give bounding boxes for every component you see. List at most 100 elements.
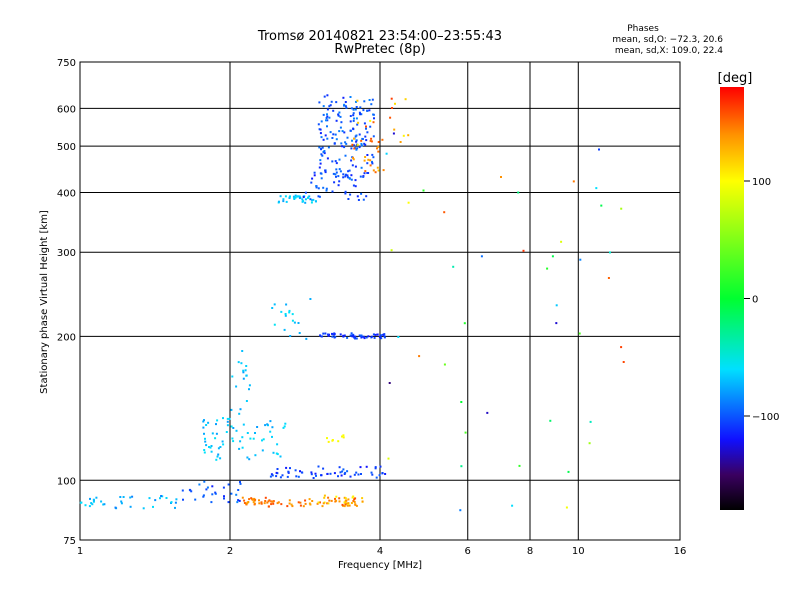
data-point [276, 502, 279, 505]
data-point [349, 129, 352, 132]
data-point [260, 502, 263, 505]
data-point [317, 123, 320, 126]
data-point [351, 164, 354, 167]
data-point [288, 502, 291, 505]
data-point [282, 198, 285, 201]
data-point [320, 335, 323, 338]
data-point [318, 195, 321, 198]
data-point [298, 332, 301, 334]
data-point [216, 419, 219, 422]
data-point [328, 116, 331, 119]
data-point [271, 426, 274, 429]
data-point [269, 475, 272, 478]
data-point [322, 105, 325, 108]
data-point [214, 491, 217, 494]
data-point [248, 384, 251, 387]
data-point [372, 121, 375, 124]
data-point [368, 109, 371, 112]
data-point [372, 333, 375, 336]
data-point [346, 470, 349, 473]
data-point [350, 332, 353, 335]
data-point [331, 160, 334, 163]
data-point [380, 337, 383, 340]
data-point [305, 337, 308, 340]
data-point [316, 502, 319, 505]
data-point [345, 142, 348, 145]
data-point [355, 140, 358, 143]
data-point [347, 498, 350, 501]
data-point [275, 475, 278, 478]
data-point [363, 159, 366, 162]
data-point [288, 311, 291, 314]
data-point [518, 464, 521, 467]
colorbar-tick-label: −100 [752, 412, 779, 423]
data-point [307, 196, 310, 199]
chart-title: Tromsø 20140821 23:54:00–23:55:43 [257, 29, 502, 44]
data-point [370, 137, 373, 140]
data-point [346, 174, 349, 177]
data-point [352, 114, 355, 117]
data-point [346, 136, 349, 139]
data-point [219, 446, 222, 448]
data-point [317, 501, 320, 504]
data-point [360, 473, 362, 475]
data-point [326, 437, 328, 440]
data-point [360, 334, 363, 337]
data-point [357, 473, 360, 476]
data-point [202, 494, 205, 497]
data-point [245, 374, 248, 377]
data-point [95, 496, 98, 499]
data-point [355, 139, 358, 142]
data-point [331, 335, 334, 338]
data-point [215, 423, 217, 426]
data-point [258, 499, 260, 502]
data-point [354, 165, 357, 168]
data-point [371, 98, 374, 101]
data-point [333, 333, 336, 335]
data-point [402, 134, 405, 137]
data-point [329, 104, 332, 107]
data-point [371, 153, 374, 156]
data-point [600, 204, 603, 207]
data-point [222, 486, 225, 489]
data-point [353, 473, 356, 476]
data-point [381, 138, 384, 141]
data-point [291, 505, 294, 508]
data-point [243, 499, 246, 502]
data-point [131, 495, 134, 498]
colorbar-ticks: 100 0 −100 [744, 177, 779, 423]
data-point [319, 132, 322, 135]
data-point [285, 303, 288, 306]
data-point [607, 277, 610, 279]
data-point [264, 496, 267, 499]
data-point [248, 458, 251, 461]
data-point [348, 504, 351, 507]
data-point [343, 473, 346, 475]
data-point [269, 430, 272, 433]
data-point [354, 185, 357, 188]
data-point [170, 501, 173, 504]
data-point [230, 425, 233, 428]
data-point [240, 362, 243, 365]
data-point [246, 456, 249, 459]
data-point [304, 198, 307, 201]
data-point [353, 117, 355, 120]
data-point [311, 177, 314, 180]
data-point [560, 240, 563, 243]
data-point [356, 99, 359, 102]
data-point [299, 504, 302, 507]
data-point [319, 162, 322, 165]
data-point [356, 195, 359, 198]
data-point [355, 148, 358, 151]
data-point [297, 475, 300, 478]
data-point [304, 191, 307, 194]
data-point [214, 492, 217, 495]
data-point [129, 505, 132, 508]
data-point [92, 500, 95, 503]
data-point [270, 473, 273, 476]
y-tick-label: 75 [63, 536, 76, 547]
data-point [390, 97, 393, 100]
data-point [299, 470, 301, 473]
data-point [327, 334, 330, 337]
data-point [342, 334, 345, 337]
